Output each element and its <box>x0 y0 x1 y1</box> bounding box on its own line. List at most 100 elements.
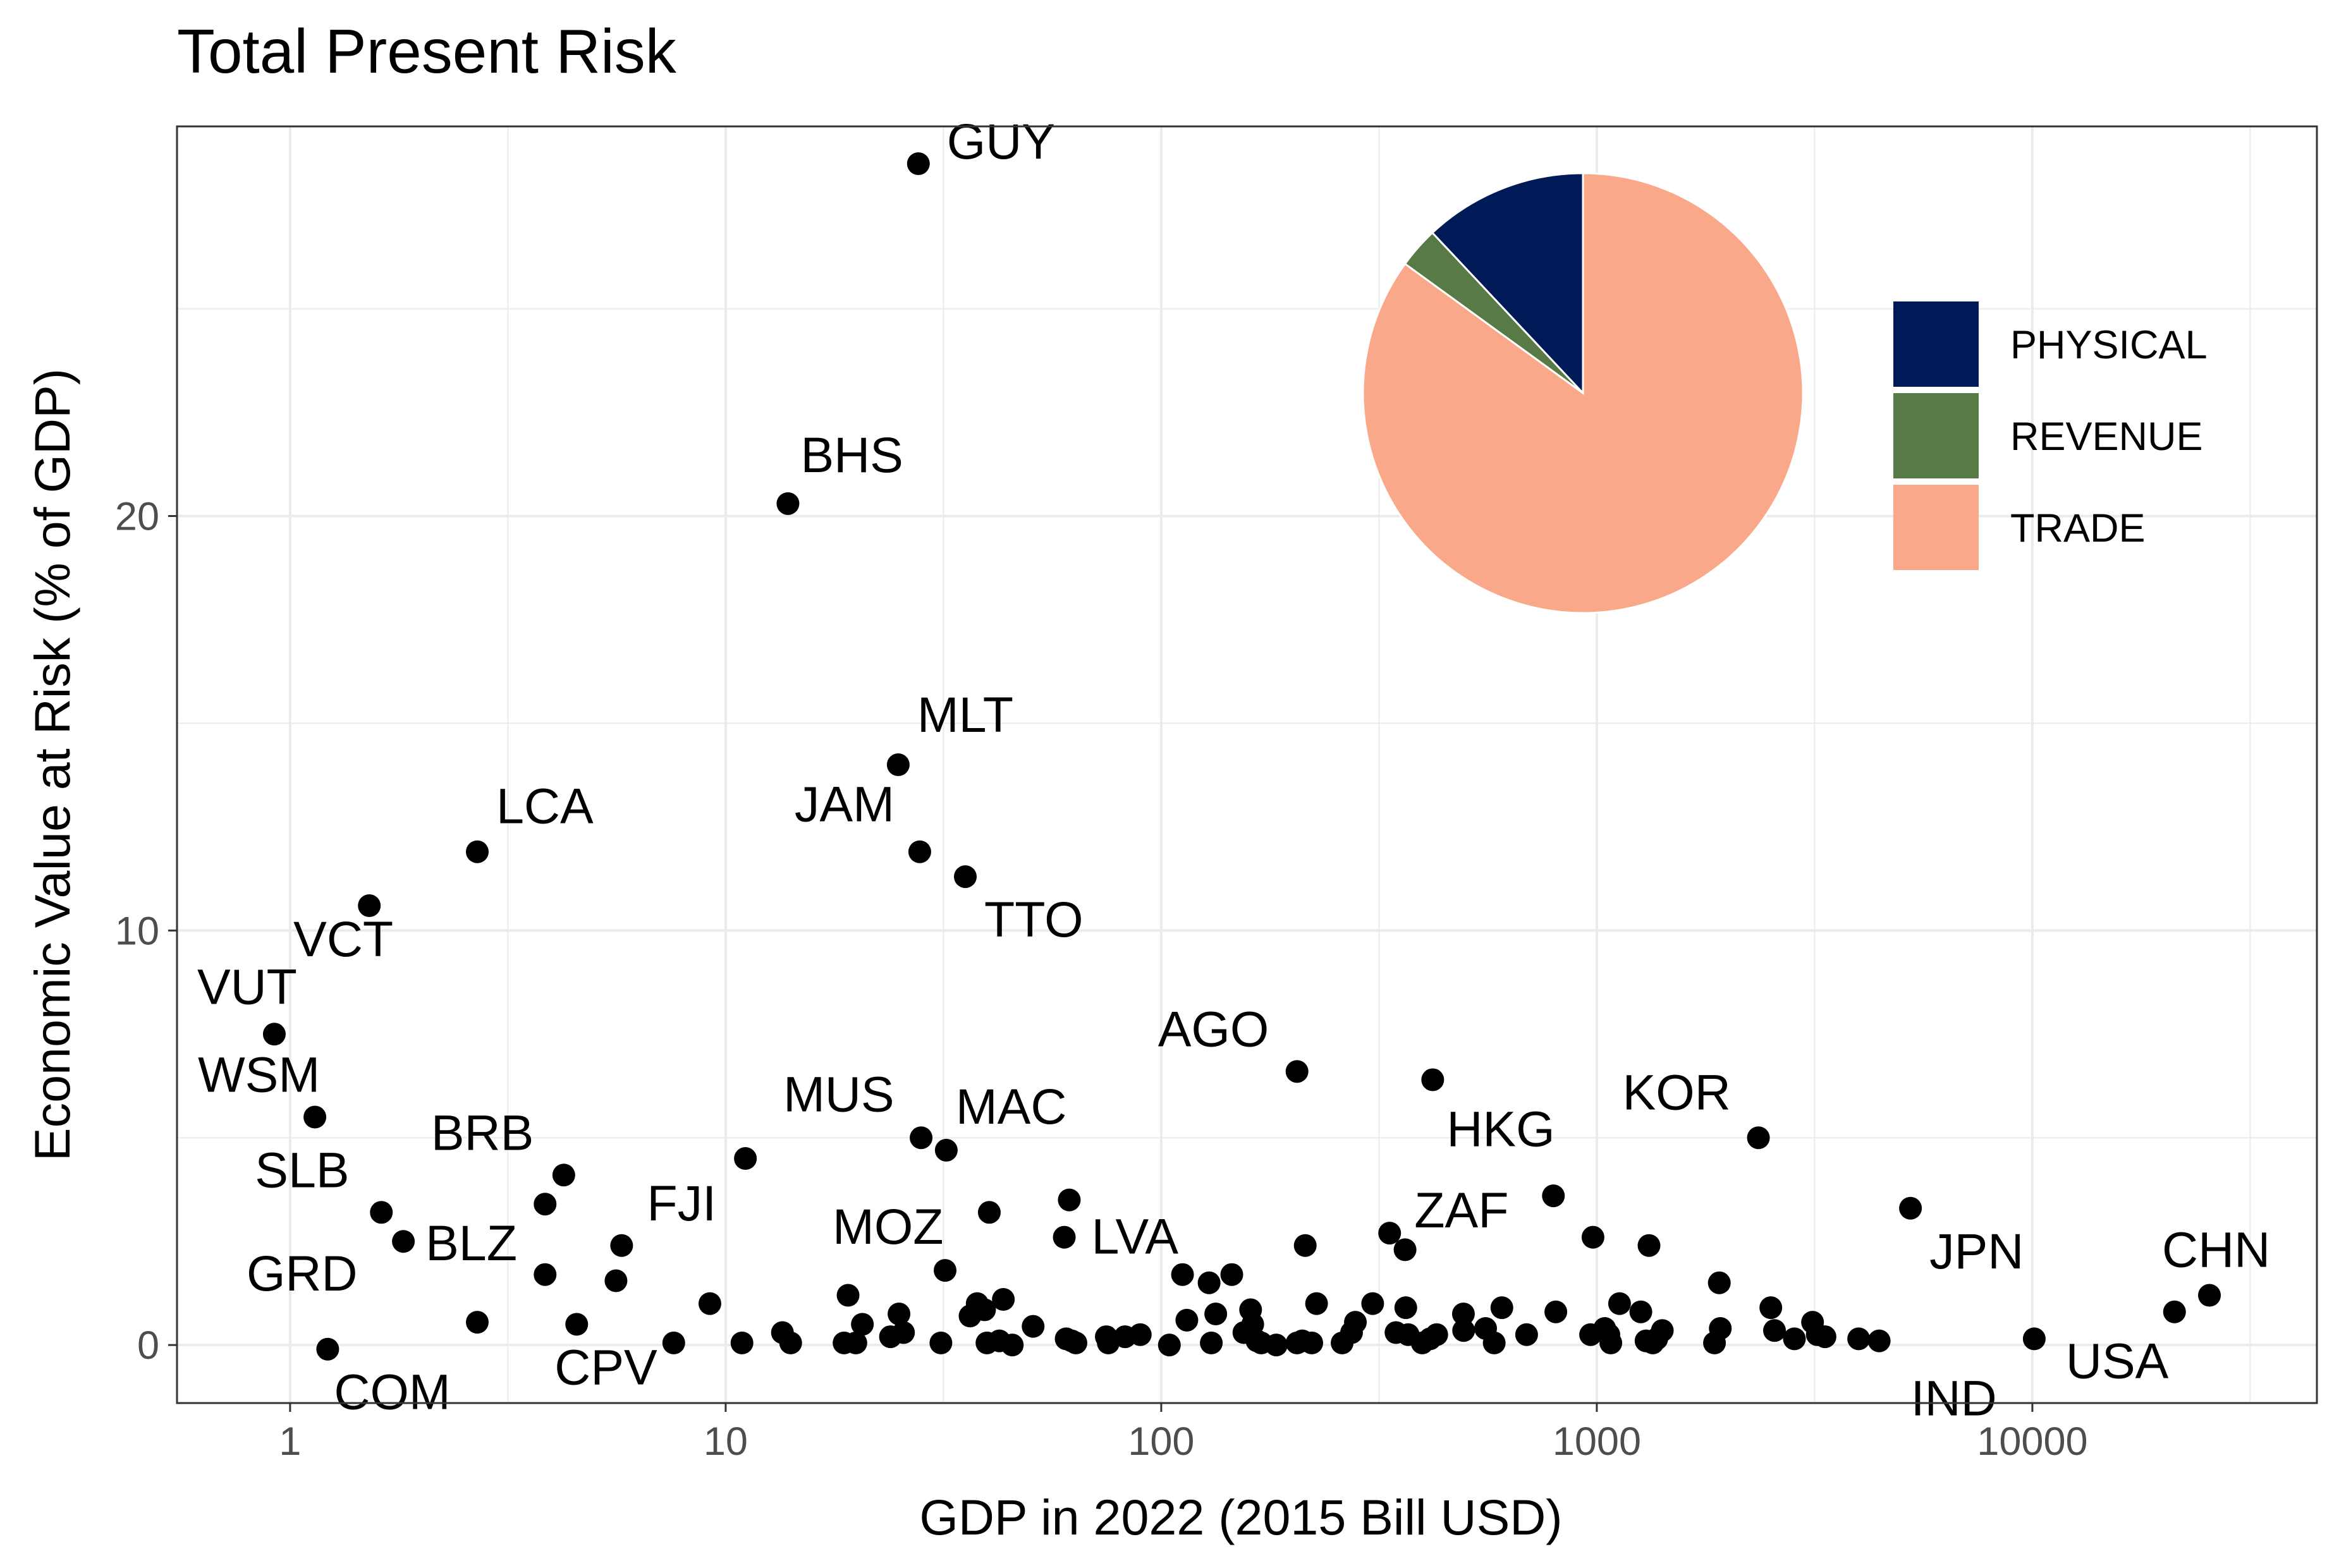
data-point <box>851 1313 874 1336</box>
panel-border <box>176 125 2318 1404</box>
data-point <box>1515 1323 1538 1346</box>
data-point <box>1482 1331 1506 1354</box>
labeled-data-point <box>1285 1060 1309 1083</box>
data-point <box>1707 1271 1731 1294</box>
labeled-data-point <box>358 894 381 917</box>
x-axis-title: GDP in 2022 (2015 Bill USD) <box>919 1489 1562 1545</box>
labeled-data-point <box>934 1259 957 1282</box>
x-tick-label: 100 <box>1128 1419 1194 1464</box>
data-point <box>1064 1331 1087 1354</box>
labeled-data-point <box>886 753 910 776</box>
point-label: COM <box>334 1364 450 1420</box>
point-label: MUS <box>783 1066 895 1122</box>
data-point <box>973 1298 996 1322</box>
labeled-data-point <box>1747 1126 1770 1150</box>
data-point <box>698 1292 721 1315</box>
data-point <box>1813 1325 1836 1349</box>
data-point <box>1581 1225 1604 1249</box>
data-point <box>977 1201 1001 1224</box>
point-label: FJI <box>647 1175 716 1231</box>
data-point <box>1293 1234 1317 1257</box>
data-point <box>1608 1292 1631 1315</box>
data-point <box>1361 1292 1384 1315</box>
labeled-data-point <box>552 1164 575 1187</box>
data-point <box>779 1331 802 1354</box>
legend-label: PHYSICAL <box>2010 323 2208 367</box>
data-point <box>1204 1302 1228 1325</box>
labeled-data-point <box>776 492 800 515</box>
data-point <box>892 1321 915 1344</box>
legend-key-trade <box>1893 485 1979 570</box>
labeled-data-point <box>316 1337 339 1361</box>
data-point <box>2163 1300 2186 1323</box>
point-label: SLB <box>255 1141 349 1198</box>
data-point <box>1637 1234 1661 1257</box>
point-label: VUT <box>197 958 297 1014</box>
point-label: ZAF <box>1414 1182 1508 1238</box>
y-axis-title: Economic Value at Risk (% of GDP) <box>24 368 80 1161</box>
labeled-data-point <box>1867 1329 1891 1352</box>
data-point <box>1759 1296 1783 1320</box>
y-tick-label: 20 <box>115 494 159 538</box>
data-point <box>929 1331 953 1354</box>
data-point <box>1264 1334 1288 1357</box>
data-point <box>1171 1263 1194 1286</box>
labeled-data-point <box>1421 1068 1444 1091</box>
data-point <box>534 1193 557 1216</box>
labeled-data-point <box>565 1313 589 1336</box>
labeled-data-point <box>262 1023 286 1046</box>
labeled-data-point <box>1058 1188 1081 1212</box>
point-label: CHN <box>2162 1221 2270 1277</box>
point-label: IND <box>1911 1370 1997 1426</box>
point-label: USA <box>2066 1332 2169 1389</box>
data-point <box>1544 1300 1568 1323</box>
data-point <box>1305 1292 1328 1315</box>
x-tick-label: 1 <box>279 1419 301 1464</box>
data-point <box>1425 1323 1448 1346</box>
point-label: MOZ <box>833 1198 944 1255</box>
data-point <box>1783 1327 1806 1351</box>
data-point <box>730 1331 754 1354</box>
data-point <box>1001 1334 1024 1357</box>
labeled-data-point <box>370 1201 393 1224</box>
point-label: LCA <box>496 778 594 834</box>
labeled-data-point <box>2022 1327 2046 1351</box>
data-point <box>1393 1238 1417 1261</box>
pie-slice-physical <box>1431 172 1584 396</box>
data-point <box>604 1269 628 1292</box>
data-point <box>1709 1316 1732 1340</box>
legend: PHYSICAL REVENUE TRADE <box>1893 301 2208 570</box>
labeled-data-point <box>465 1311 489 1334</box>
point-label: WSM <box>198 1046 320 1102</box>
point-label: MLT <box>917 686 1013 743</box>
point-label: GRD <box>247 1245 358 1301</box>
point-label: CPV <box>554 1339 657 1395</box>
labeled-data-point <box>934 1138 958 1162</box>
data-point <box>1651 1319 1674 1342</box>
data-point <box>1053 1225 1076 1249</box>
y-tick-label: 10 <box>115 909 159 953</box>
labeled-data-point <box>910 1126 933 1150</box>
points-layer <box>262 152 2221 1361</box>
data-point <box>1300 1331 1324 1354</box>
data-point <box>1629 1300 1652 1323</box>
data-point <box>1197 1271 1221 1294</box>
legend-label: TRADE <box>2010 506 2146 550</box>
x-axis: 1 10 100 1000 10000 <box>279 1403 2088 1464</box>
data-point <box>1490 1296 1513 1320</box>
panel-background <box>177 126 2317 1403</box>
point-label: JAM <box>795 776 895 832</box>
data-point <box>1452 1319 1475 1342</box>
point-label: VCT <box>293 911 393 967</box>
point-label: JPN <box>1929 1223 2024 1279</box>
data-point <box>1200 1331 1223 1354</box>
data-point <box>1451 1302 1475 1325</box>
data-point <box>1157 1334 1181 1357</box>
data-point <box>662 1331 685 1354</box>
data-point <box>1128 1323 1152 1346</box>
legend-key-physical <box>1893 301 1979 387</box>
data-point <box>734 1147 757 1170</box>
labeled-data-point <box>907 152 930 176</box>
point-label: MAC <box>956 1078 1067 1134</box>
